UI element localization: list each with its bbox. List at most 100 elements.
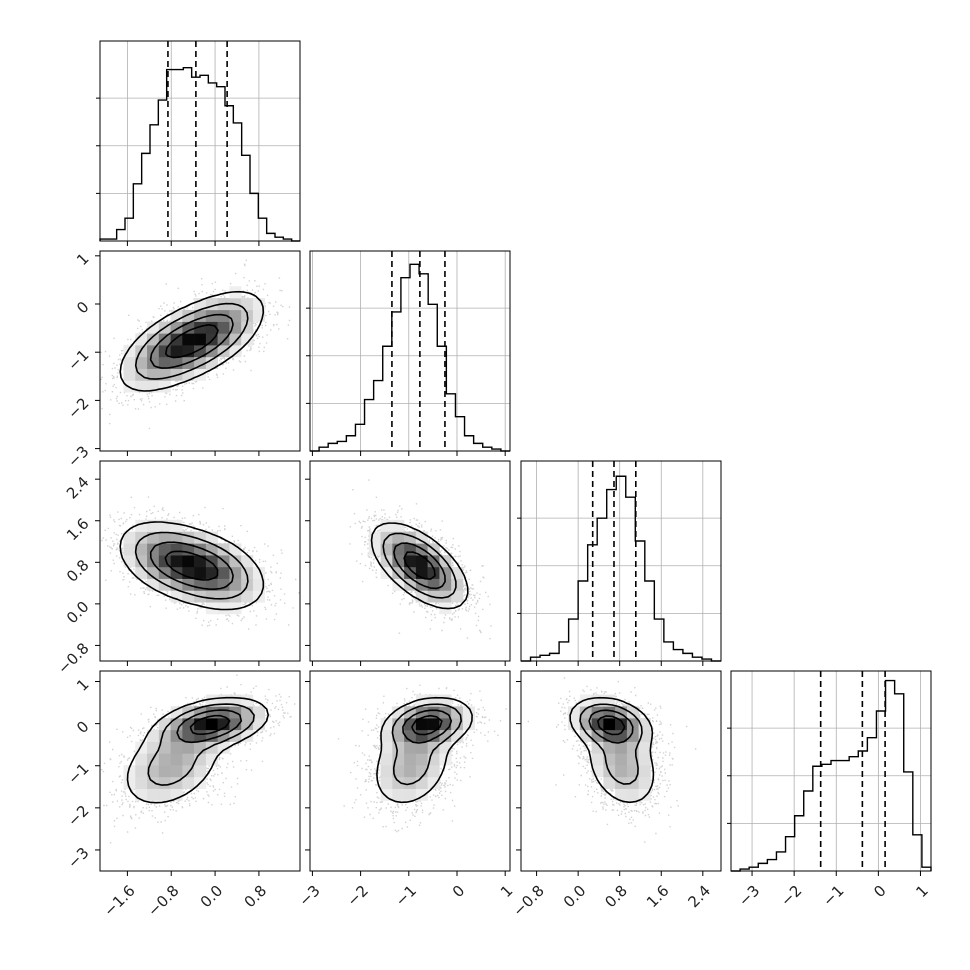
panel-background	[731, 671, 931, 871]
density-cell	[205, 578, 218, 591]
density-cell	[182, 333, 195, 346]
contour-level-1	[579, 703, 643, 785]
density-cell	[170, 753, 183, 766]
x-tick-label: 0.0	[560, 882, 590, 912]
density-cell	[638, 765, 651, 778]
density-cell	[626, 788, 639, 801]
histogram-step-0	[99, 66, 300, 242]
x-tick-label: −3	[295, 882, 323, 910]
density-cell	[158, 741, 171, 754]
contour-level-0	[370, 522, 469, 610]
density-cell	[147, 765, 160, 778]
pair-plot-area	[100, 259, 291, 430]
histogram-step-1	[310, 263, 510, 452]
density-cell	[205, 356, 218, 369]
x-tick-label: 0	[870, 882, 889, 901]
density-cell	[205, 718, 218, 731]
density-cell	[404, 753, 417, 766]
density-cell	[194, 321, 207, 334]
density-cell	[217, 566, 230, 579]
density-cell	[415, 741, 428, 754]
density-cell	[147, 776, 160, 789]
y-tick-label: −1	[64, 346, 92, 374]
x-tick-label: −1	[819, 882, 847, 910]
density-cell	[568, 706, 581, 719]
contour-level-2	[393, 542, 446, 590]
panel-border	[309, 250, 511, 452]
density-cell	[123, 543, 136, 556]
density-cell	[205, 298, 218, 311]
density-cell	[615, 765, 628, 778]
density-cell	[170, 543, 183, 556]
contour-level-0	[569, 696, 655, 804]
density-cell	[147, 741, 160, 754]
density-cell	[170, 519, 183, 532]
density-cell	[404, 788, 417, 801]
contour-level-2	[402, 709, 453, 744]
density-cell	[241, 590, 254, 603]
histogram-step-3	[731, 679, 932, 872]
y-tick-label: −2	[64, 802, 92, 830]
hist-panel-1	[306, 250, 511, 452]
pair-plot-area	[101, 496, 300, 630]
x-tick-label: 1	[912, 882, 931, 901]
density-cell	[451, 718, 464, 731]
density-cell	[158, 788, 171, 801]
density-cell	[229, 309, 242, 322]
y-tick-label: 0.0	[63, 598, 93, 628]
contour-level-2	[149, 313, 234, 369]
density-cell	[135, 753, 148, 766]
density-cell	[194, 765, 207, 778]
density-cell	[579, 729, 592, 742]
density-cell	[229, 345, 242, 358]
density-cell	[182, 776, 195, 789]
panel-border	[99, 460, 301, 662]
density-cell	[229, 718, 242, 731]
panel-background	[521, 461, 721, 661]
panel-border	[520, 670, 722, 872]
contour-level-3	[597, 715, 626, 736]
density-cell	[626, 706, 639, 719]
density-cell	[135, 531, 148, 544]
panel-border	[99, 670, 301, 872]
density-cell	[380, 519, 393, 532]
x-tick-label: −2	[344, 882, 372, 910]
density-cell	[392, 729, 405, 742]
density-cell	[427, 566, 440, 579]
y-tick-label: 1	[73, 675, 92, 694]
density-cell	[205, 694, 218, 707]
density-cell	[603, 741, 616, 754]
contour-level-2	[588, 709, 634, 744]
density-cell	[591, 718, 604, 731]
pair-plot-area	[337, 684, 507, 833]
density-cell	[626, 765, 639, 778]
density-cell	[415, 753, 428, 766]
contour-level-0	[119, 521, 265, 611]
density-cell	[194, 566, 207, 579]
density-cell	[451, 578, 464, 591]
density-cell	[170, 765, 183, 778]
contour-level-3	[189, 714, 231, 735]
density-cell	[626, 776, 639, 789]
x-tick-label: 1.6	[643, 882, 673, 912]
density-cell	[194, 333, 207, 346]
pair-panel-1-3	[309, 670, 511, 872]
contour-level-0	[376, 696, 473, 804]
contour-level-1	[391, 703, 462, 786]
y-tick-label: 1	[73, 250, 92, 269]
contour-level-3	[411, 714, 443, 736]
density-cell	[135, 543, 148, 556]
pair-plot-area	[527, 677, 697, 843]
density-cell	[158, 765, 171, 778]
density-cell	[392, 519, 405, 532]
panel-border	[99, 250, 301, 452]
y-tick-label: −2	[64, 394, 92, 422]
density-cell	[241, 333, 254, 346]
panel-border	[99, 40, 301, 242]
panel-background	[100, 41, 300, 241]
density-cell	[217, 590, 230, 603]
density-cell	[638, 741, 651, 754]
density-cell	[392, 765, 405, 778]
x-tick-label: 0.8	[601, 882, 631, 912]
